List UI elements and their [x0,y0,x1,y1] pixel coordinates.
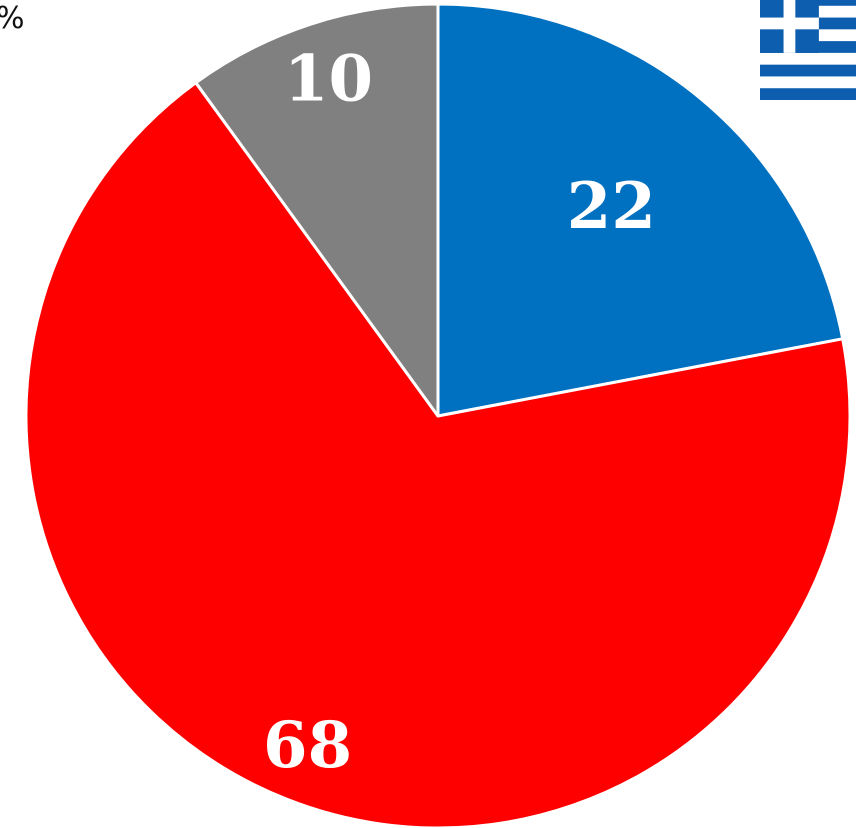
pie-slice-68 [24,81,852,828]
pie-slice-22 [436,2,845,418]
unit-label: % [0,4,25,34]
pie-slices [24,2,852,828]
pie-labels: 22 68 10 [263,42,656,783]
pie-label-22: 22 [567,169,656,244]
pie-label-10: 10 [284,42,373,117]
pie-label-68: 68 [263,708,352,783]
greece-flag-icon [760,0,856,100]
pie-slice-10 [194,2,440,418]
